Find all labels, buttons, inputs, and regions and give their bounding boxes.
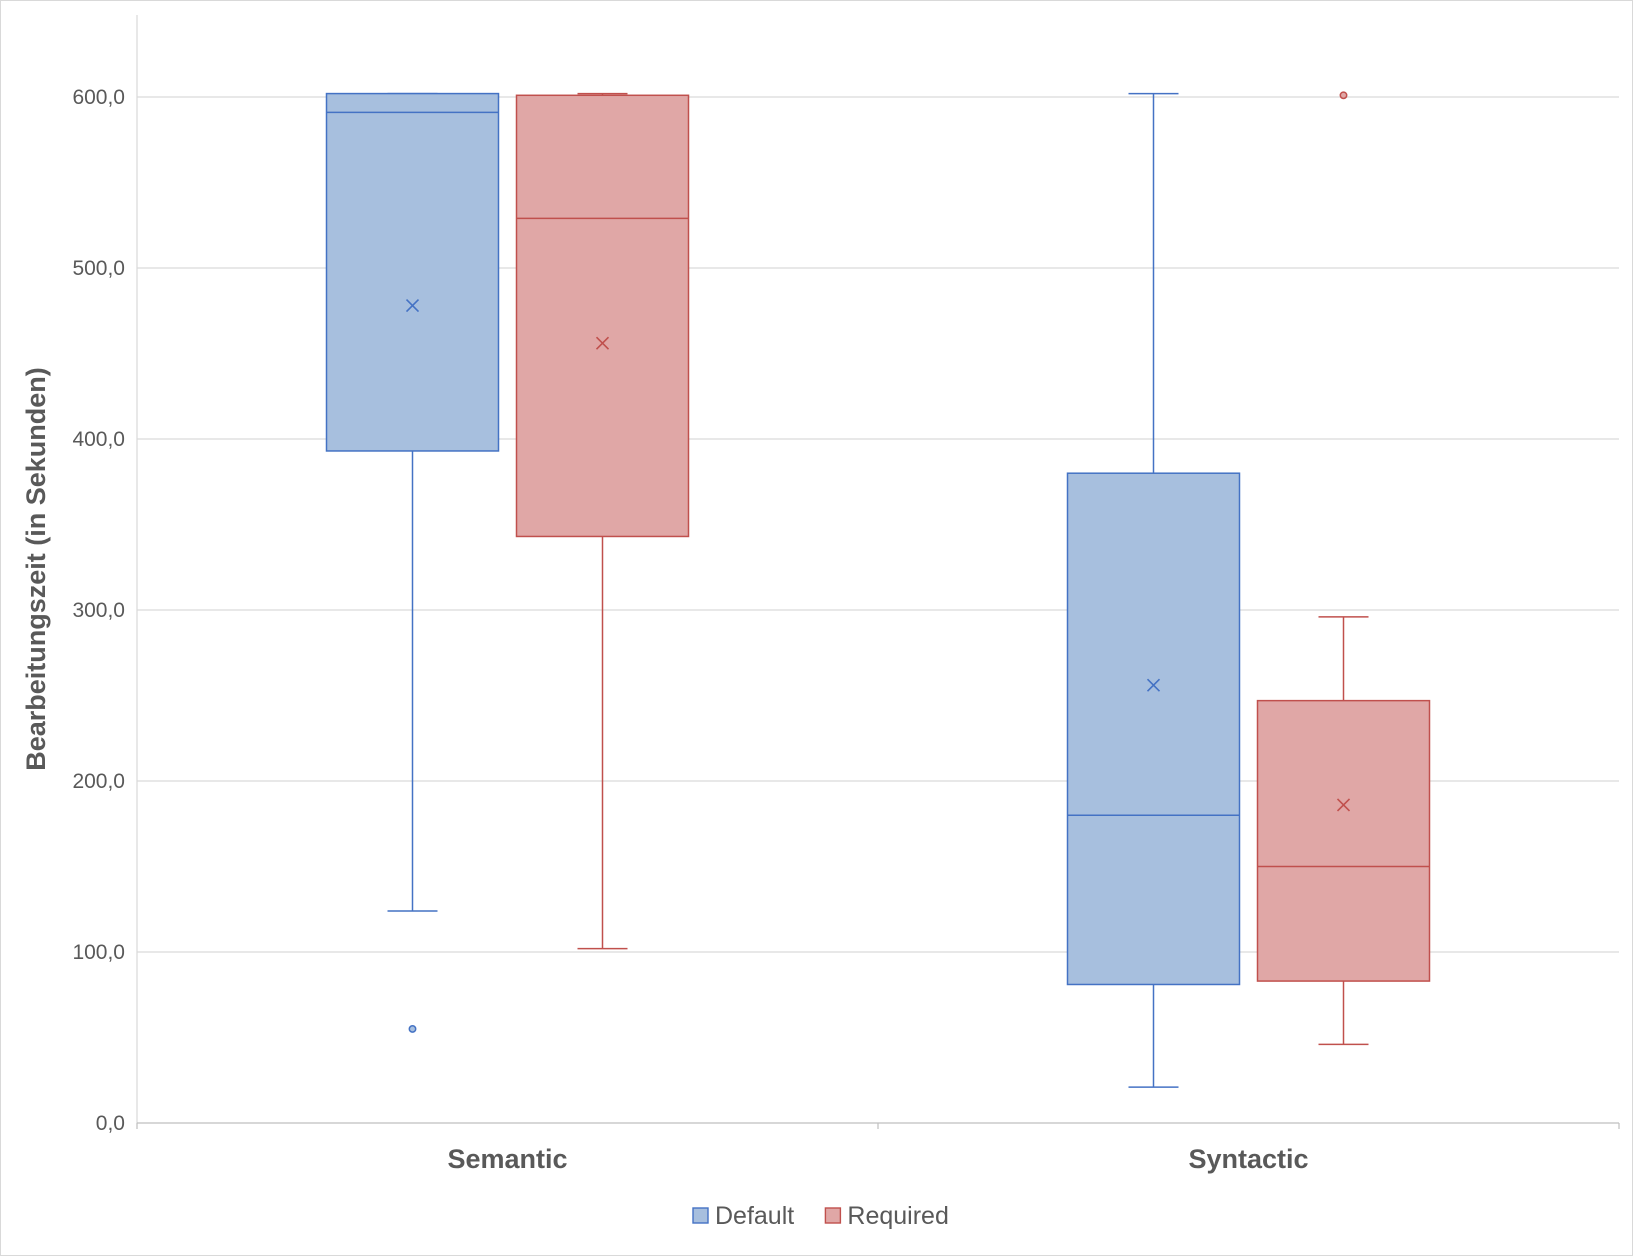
box-default-syntactic <box>1066 92 1241 1088</box>
mean-marker <box>595 336 610 350</box>
axes <box>136 15 1620 1129</box>
legend: Default Required <box>692 1202 949 1230</box>
category-label: Syntactic <box>1188 1144 1308 1174</box>
legend-label: Required <box>847 1202 948 1230</box>
outlier-point <box>1339 91 1348 100</box>
category-label: Semantic <box>447 1144 567 1174</box>
box-required-semantic <box>515 92 690 950</box>
y-tick-label: 600,0 <box>72 86 125 109</box>
y-tick-label: 300,0 <box>72 599 125 622</box>
iqr-box <box>515 94 690 538</box>
labels: 0,0 100,0 200,0 300,0 400,0 500,0 600,0 Semanti… <box>21 86 1309 1174</box>
mean-marker <box>1146 678 1161 692</box>
y-tick-label: 200,0 <box>72 770 125 793</box>
legend-swatch <box>824 1207 842 1224</box>
y-tick-label: 100,0 <box>72 941 125 964</box>
boxes <box>325 91 1431 1088</box>
legend-item-required: Required <box>824 1202 949 1230</box>
iqr-box <box>325 92 500 452</box>
y-tick-label: 500,0 <box>72 257 125 280</box>
outlier-point <box>408 1025 417 1033</box>
mean-marker <box>1336 798 1351 812</box>
mean-marker <box>405 299 420 313</box>
legend-swatch <box>692 1207 709 1224</box>
iqr-box <box>1256 699 1431 982</box>
iqr-box <box>1066 472 1241 986</box>
y-tick-label: 400,0 <box>72 428 125 451</box>
y-axis-title: Bearbeitungszeit (in Sekunden) <box>21 367 51 771</box>
legend-label: Default <box>715 1202 794 1230</box>
box-required-syntactic <box>1256 91 1431 1046</box>
legend-item-default: Default <box>692 1202 794 1230</box>
box-default-semantic <box>325 92 500 1033</box>
y-tick-label: 0,0 <box>96 1112 125 1135</box>
